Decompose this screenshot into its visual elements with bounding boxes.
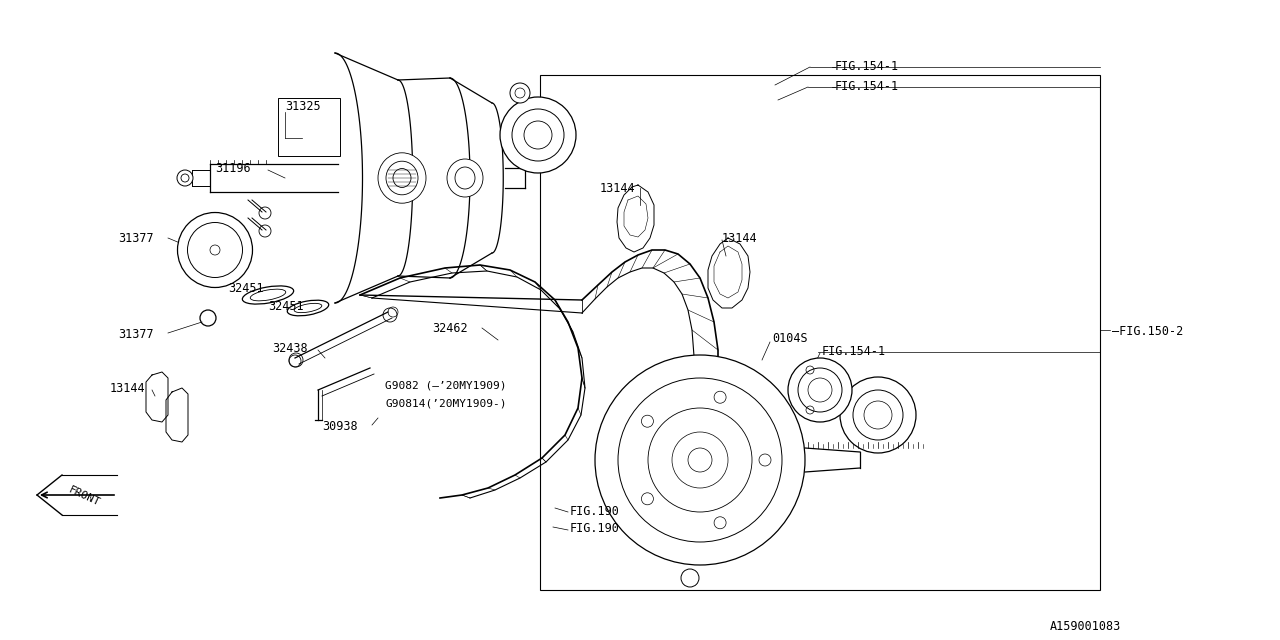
Text: FIG.190: FIG.190 — [570, 505, 620, 518]
Ellipse shape — [242, 286, 293, 304]
Circle shape — [788, 358, 852, 422]
Ellipse shape — [387, 161, 419, 195]
Circle shape — [512, 109, 564, 161]
Text: 31325: 31325 — [285, 100, 320, 113]
Text: 31377: 31377 — [118, 328, 154, 341]
Circle shape — [595, 355, 805, 565]
Text: FIG.154-1: FIG.154-1 — [835, 60, 899, 73]
Ellipse shape — [287, 300, 329, 316]
Circle shape — [177, 170, 193, 186]
Text: 13144: 13144 — [600, 182, 636, 195]
Text: 32438: 32438 — [273, 342, 307, 355]
Text: 32451: 32451 — [228, 282, 264, 295]
Text: 32451: 32451 — [268, 300, 303, 313]
Circle shape — [864, 401, 892, 429]
Text: 13144: 13144 — [110, 382, 146, 395]
Text: 13144: 13144 — [722, 232, 758, 245]
Circle shape — [618, 378, 782, 542]
Text: FIG.190: FIG.190 — [570, 522, 620, 535]
Circle shape — [672, 432, 728, 488]
Text: FRONT: FRONT — [67, 485, 102, 508]
Text: 32462: 32462 — [433, 322, 467, 335]
Bar — [278, 98, 340, 156]
Ellipse shape — [378, 153, 426, 204]
Text: A159001083: A159001083 — [1050, 620, 1121, 633]
Text: 0104S: 0104S — [772, 332, 808, 345]
Ellipse shape — [210, 245, 220, 255]
Text: 31377: 31377 — [118, 232, 154, 245]
Ellipse shape — [294, 303, 321, 312]
Ellipse shape — [699, 426, 771, 504]
Text: 30938: 30938 — [323, 420, 357, 433]
Circle shape — [797, 368, 842, 412]
Circle shape — [524, 121, 552, 149]
Text: —FIG.150-2: —FIG.150-2 — [1112, 325, 1183, 338]
Ellipse shape — [187, 223, 242, 278]
Circle shape — [840, 377, 916, 453]
Ellipse shape — [454, 167, 475, 189]
Circle shape — [852, 390, 902, 440]
Circle shape — [509, 83, 530, 103]
Ellipse shape — [686, 413, 785, 518]
Circle shape — [689, 448, 712, 472]
Bar — [540, 75, 1100, 590]
Circle shape — [808, 378, 832, 402]
Text: G90814(’20MY1909-): G90814(’20MY1909-) — [385, 398, 507, 408]
Ellipse shape — [447, 159, 483, 197]
Circle shape — [648, 408, 753, 512]
Ellipse shape — [178, 212, 252, 287]
Ellipse shape — [393, 168, 411, 188]
Text: FIG.154-1: FIG.154-1 — [822, 345, 886, 358]
Circle shape — [500, 97, 576, 173]
Text: 31196: 31196 — [215, 162, 251, 175]
Ellipse shape — [251, 289, 285, 301]
Text: FIG.154-1: FIG.154-1 — [835, 80, 899, 93]
Text: G9082 (–’20MY1909): G9082 (–’20MY1909) — [385, 380, 507, 390]
